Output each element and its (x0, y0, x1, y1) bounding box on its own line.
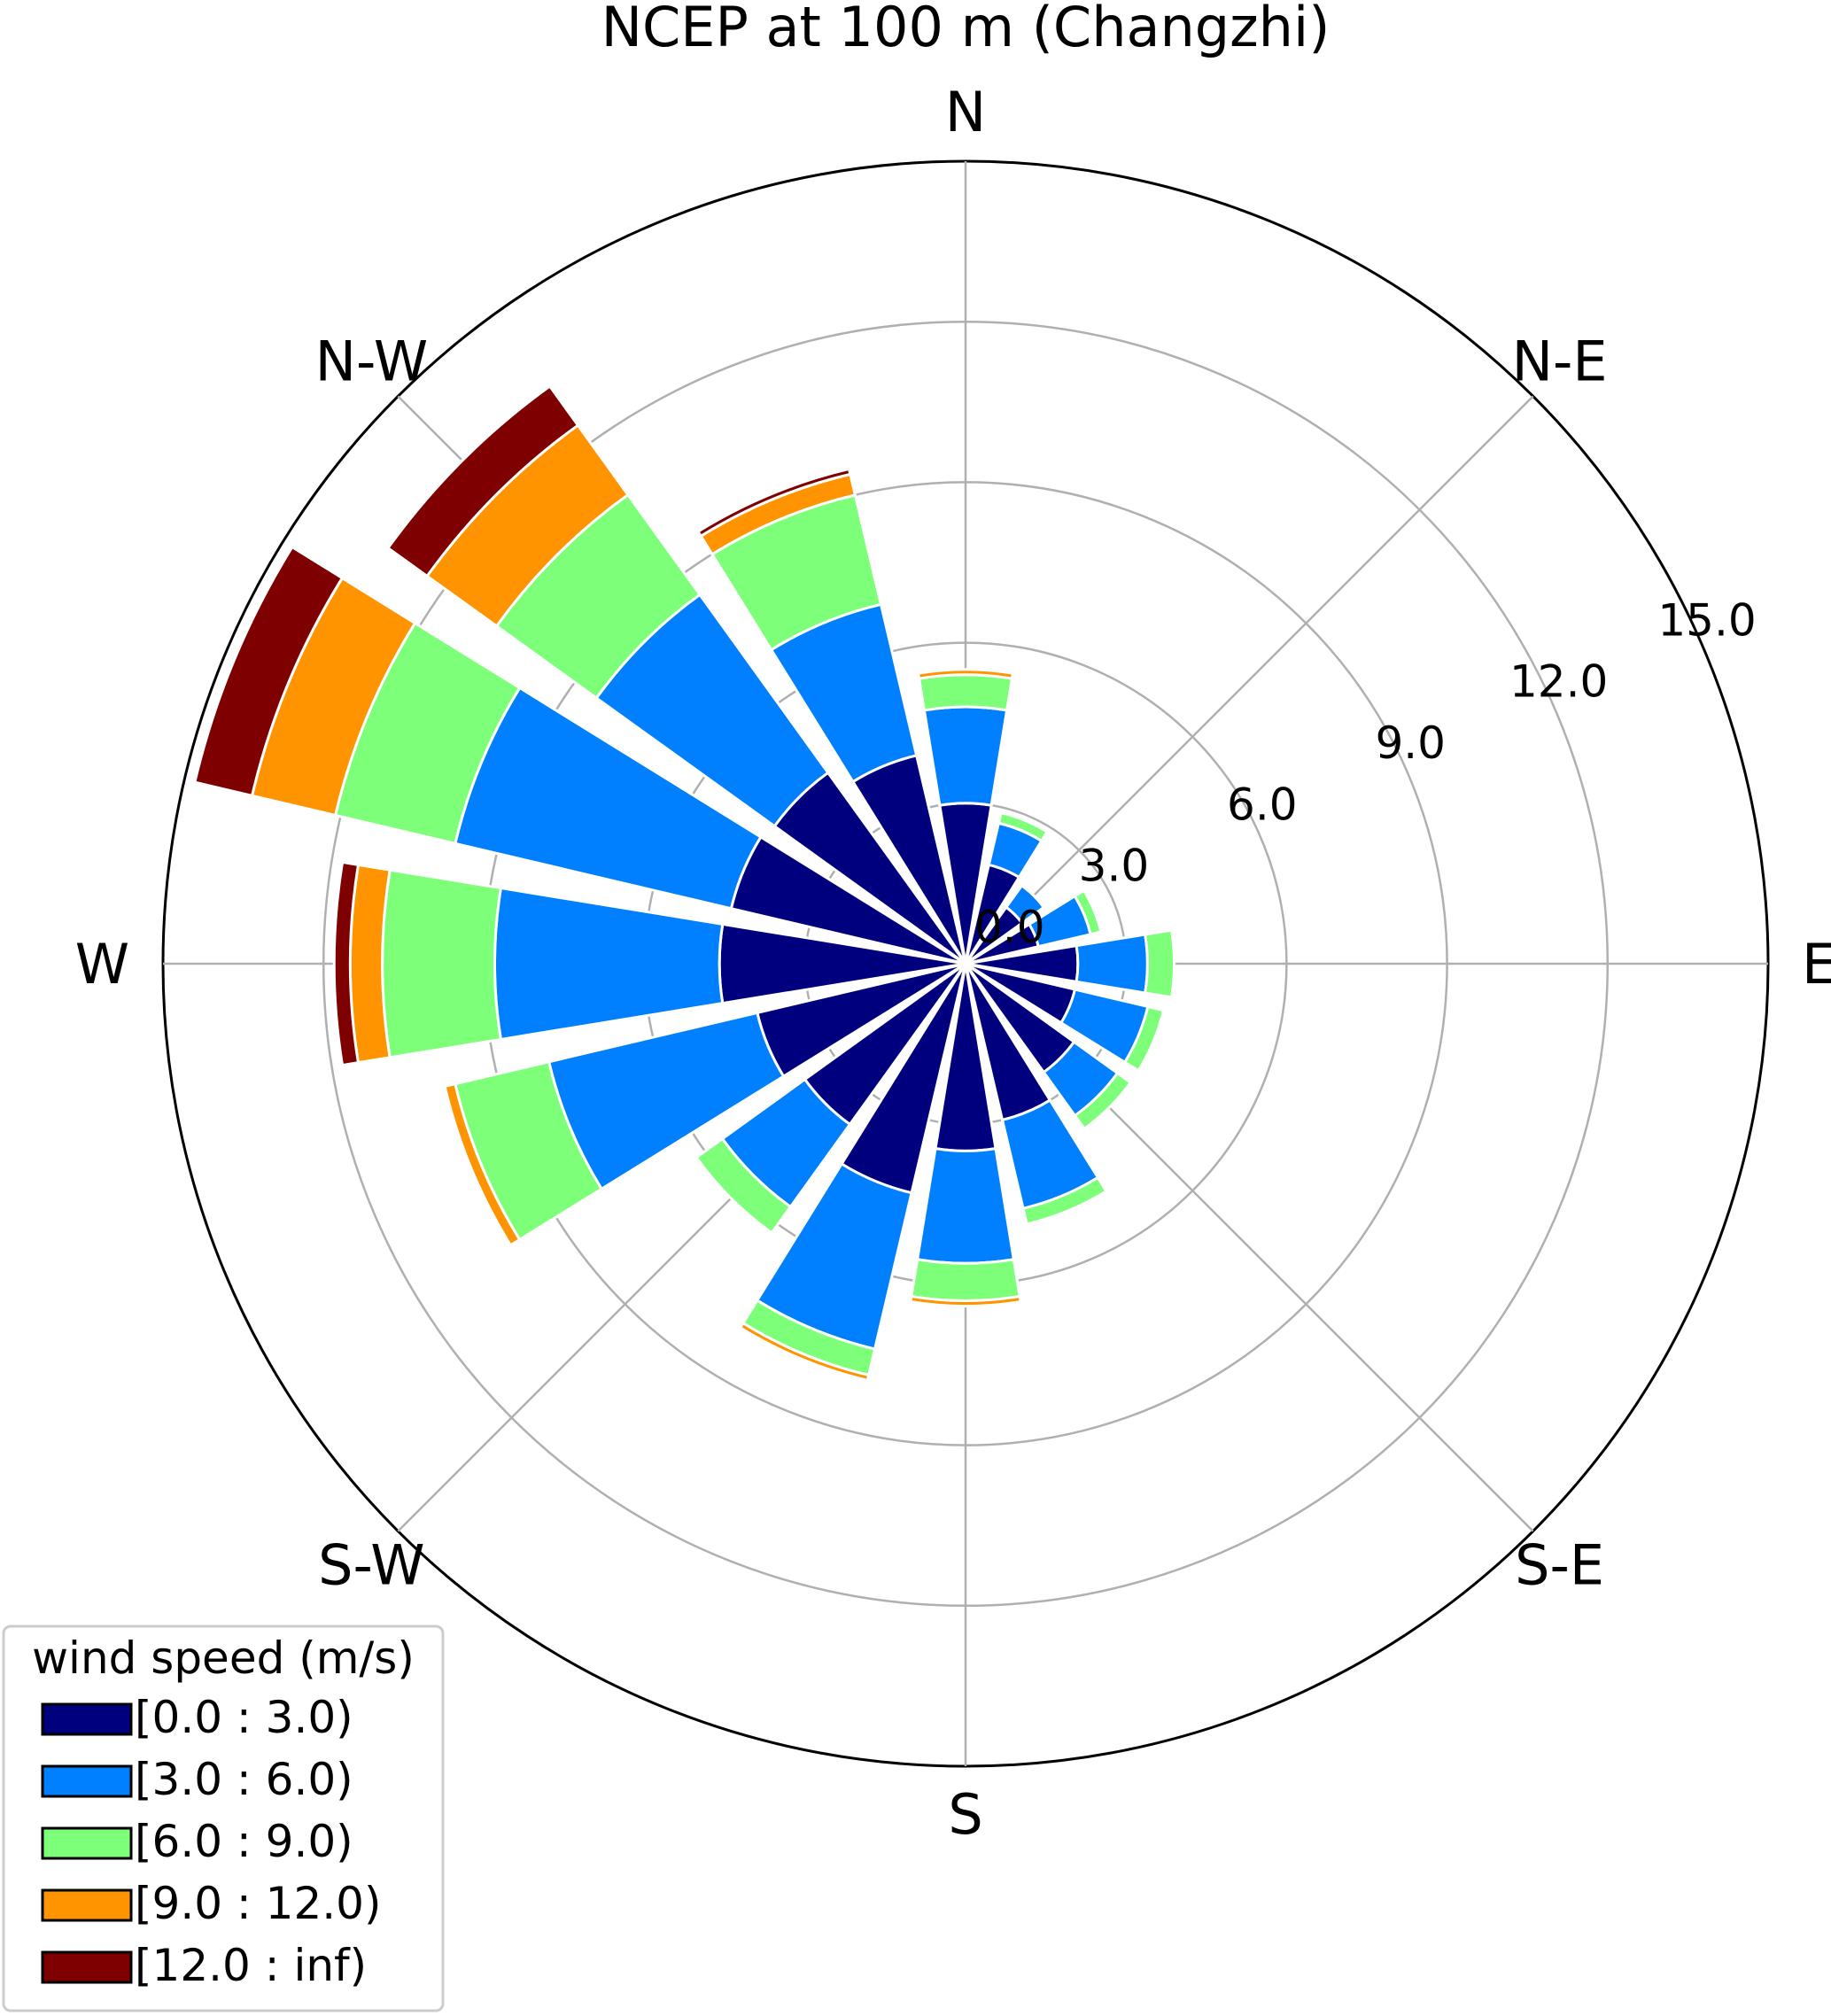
radial-tick-labels: 0.0 3.0 6.0 9.0 12.0 15.0 (974, 594, 1757, 953)
bar-NW-bin-4 (385, 384, 580, 578)
bar-SE-bin-2 (1073, 1071, 1133, 1131)
direction-label-S-E: S-E (1515, 1533, 1604, 1598)
bar-S-bin-2 (910, 1258, 1021, 1303)
legend-swatch (41, 1826, 133, 1860)
legend-swatch (41, 1950, 133, 1984)
legend-title: wind speed (m/s) (32, 1632, 415, 1684)
bar-N-bin-2 (917, 673, 1014, 712)
bar-NNE-bin-2 (997, 810, 1050, 843)
bar-S-bin-3 (909, 1294, 1022, 1308)
legend-swatch (41, 1888, 133, 1922)
direction-label-W: W (75, 932, 129, 996)
direction-label-E: E (1802, 932, 1831, 996)
direction-label-N: N (945, 80, 986, 144)
bar-NE-bin-1 (1004, 883, 1046, 926)
bar-E-bin-1 (1075, 933, 1149, 995)
bar-ENE-bin-2 (1073, 888, 1103, 936)
legend-label: [9.0 : 12.0) (135, 1878, 382, 1929)
direction-label-N-W: N-W (315, 329, 429, 393)
direction-labels: N N-E E S-E S S-W W N-W (75, 80, 1831, 1847)
bar-W-bin-4 (332, 860, 361, 1067)
radial-tick-label: 12.0 (1509, 656, 1608, 708)
direction-label-S: S (948, 1782, 982, 1847)
bar-SSW-bin-3 (738, 1321, 871, 1383)
legend-swatch (41, 1764, 133, 1798)
bar-WSW-bin-3 (443, 1082, 522, 1247)
radial-tick-label: 6.0 (1227, 779, 1298, 830)
legend-label: [6.0 : 9.0) (135, 1816, 353, 1867)
bar-ESE-bin-2 (1122, 1004, 1166, 1073)
bar-NNW-bin-4 (695, 467, 852, 539)
radial-tick-label: 9.0 (1375, 717, 1446, 769)
bar-SW-bin-2 (694, 1136, 793, 1236)
direction-label-N-E: N-E (1512, 329, 1608, 393)
legend: wind speed (m/s) [0.0 : 3.0)[3.0 : 6.0)[… (2, 1624, 445, 2012)
direction-label-S-W: S-W (318, 1533, 425, 1598)
bar-N-bin-3 (916, 668, 1015, 680)
legend-items: [0.0 : 3.0) [3.0 : 6.0) [6.0 : 9.0) [9.0 : … (41, 1692, 382, 1991)
wind-bars (193, 384, 1176, 1383)
bar-W-bin-1 (493, 886, 725, 1042)
chart-title: NCEP at 100 m (Changzhi) (601, 0, 1331, 59)
radial-tick-label: 0.0 (974, 902, 1045, 953)
radial-tick-label: 3.0 (1079, 841, 1150, 892)
grid-spoke (965, 395, 1534, 965)
legend-label: [12.0 : inf) (135, 1940, 367, 1991)
legend-swatch (41, 1702, 133, 1736)
bar-N-bin-1 (922, 705, 1009, 807)
bar-SSE-bin-2 (1021, 1175, 1108, 1226)
bar-E-bin-2 (1143, 928, 1176, 999)
bar-S-bin-1 (915, 1146, 1016, 1265)
bar-WNW-bin-4 (193, 545, 345, 798)
legend-label: [3.0 : 6.0) (135, 1754, 353, 1805)
radial-tick-label: 15.0 (1657, 594, 1756, 646)
legend-label: [0.0 : 3.0) (135, 1692, 353, 1743)
bar-W-bin-2 (381, 868, 503, 1059)
